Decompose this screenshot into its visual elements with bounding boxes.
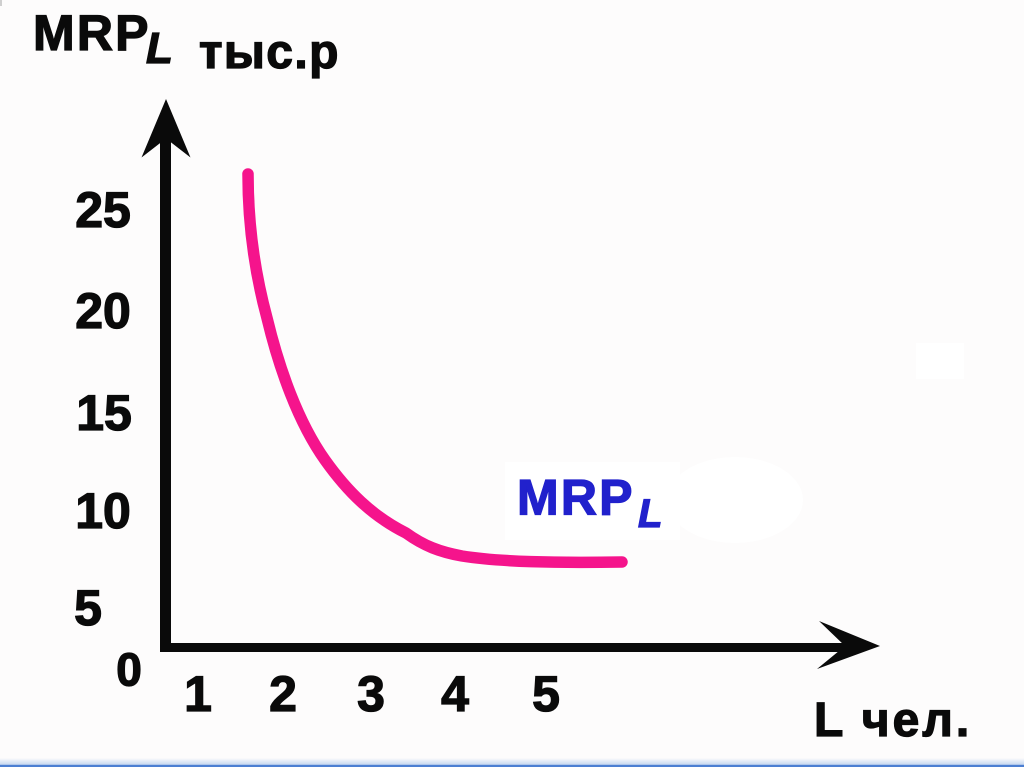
svg-text:15: 15 <box>76 385 132 441</box>
svg-text:2: 2 <box>269 666 297 722</box>
svg-text:L: L <box>146 24 173 73</box>
svg-text:4: 4 <box>441 666 469 722</box>
svg-text:25: 25 <box>75 182 131 238</box>
svg-text:тыс.р: тыс.р <box>199 26 340 79</box>
svg-text:L чел.: L чел. <box>814 694 972 747</box>
svg-text:3: 3 <box>357 666 385 722</box>
svg-text:MRP: MRP <box>517 470 635 526</box>
svg-text:5: 5 <box>74 580 102 636</box>
svg-text:5: 5 <box>532 666 560 722</box>
svg-text:0: 0 <box>116 644 142 696</box>
svg-text:L: L <box>638 492 662 536</box>
svg-text:10: 10 <box>75 483 131 539</box>
svg-text:1: 1 <box>184 666 212 722</box>
svg-text:MRP: MRP <box>33 5 151 61</box>
svg-text:20: 20 <box>75 283 131 339</box>
